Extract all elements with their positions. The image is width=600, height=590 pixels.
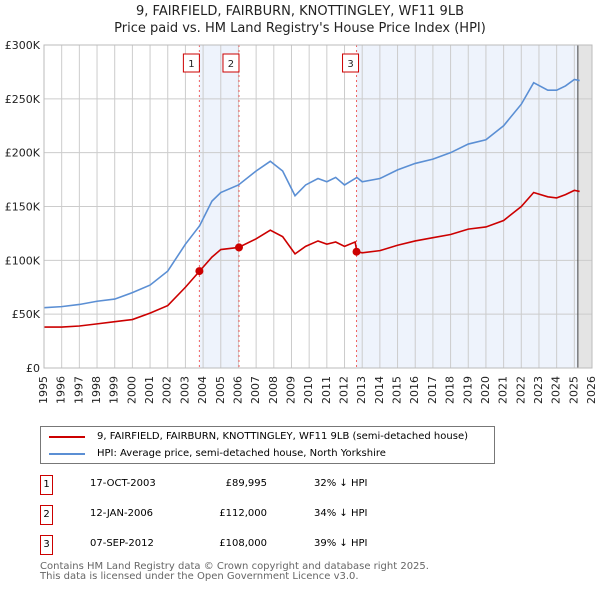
x-tick-label: 2000 [125, 376, 138, 404]
chart-title: 9, FAIRFIELD, FAIRBURN, KNOTTINGLEY, WF1… [0, 3, 600, 37]
x-tick-label: 2005 [214, 376, 227, 404]
sale-marker-box: 1 [40, 475, 53, 495]
x-tick-label: 2020 [479, 376, 492, 404]
footer-line: This data is licensed under the Open Gov… [40, 571, 359, 582]
x-tick-label: 2017 [426, 376, 439, 404]
x-tick-label: 2001 [143, 376, 156, 404]
legend-swatch [49, 452, 85, 455]
sale-date: 07-SEP-2012 [90, 538, 154, 549]
x-tick-label: 2004 [196, 376, 209, 404]
x-tick-label: 1999 [108, 376, 121, 404]
sale-price: £108,000 [219, 538, 267, 549]
x-tick-label: 1998 [90, 376, 103, 404]
sale-label: 1 [188, 59, 194, 70]
x-tick-label: 2015 [391, 376, 404, 404]
x-tick-label: 2007 [249, 376, 262, 404]
legend-swatch [49, 435, 85, 438]
x-tick-label: 1996 [55, 376, 68, 404]
x-tick-label: 1995 [37, 376, 50, 404]
legend-label: HPI: Average price, semi-detached house,… [97, 448, 386, 459]
legend-item-hpi: HPI: Average price, semi-detached house,… [49, 448, 386, 459]
series-line [43, 78, 580, 309]
sale-marker-box: 3 [40, 535, 53, 555]
x-tick-label: 2006 [231, 376, 244, 404]
x-tick-label: 2008 [267, 376, 280, 404]
y-tick-label: £200K [5, 147, 41, 160]
x-tick-label: 2011 [320, 376, 333, 404]
sale-row: 2 12-JAN-2006 £112,000 34% ↓ HPI [40, 505, 400, 525]
x-tick-label: 1997 [72, 376, 85, 404]
x-tick-label: 2012 [338, 376, 351, 404]
legend-label: 9, FAIRFIELD, FAIRBURN, KNOTTINGLEY, WF1… [97, 431, 468, 442]
y-tick-label: £100K [5, 254, 41, 267]
y-tick-label: £50K [12, 308, 41, 321]
x-tick-label: 2010 [302, 376, 315, 404]
y-tick-label: £300K [5, 39, 41, 52]
plot-frame [43, 44, 593, 369]
x-tick-label: 2025 [567, 376, 580, 404]
legend-item-property: 9, FAIRFIELD, FAIRBURN, KNOTTINGLEY, WF1… [49, 431, 468, 442]
x-tick-label: 2026 [585, 376, 598, 404]
sale-hpi-diff: 32% ↓ HPI [314, 478, 368, 489]
sale-hpi-diff: 34% ↓ HPI [314, 508, 368, 519]
title-line: 9, FAIRFIELD, FAIRBURN, KNOTTINGLEY, WF1… [136, 4, 464, 19]
x-tick-label: 2021 [497, 376, 510, 404]
sale-date: 12-JAN-2006 [90, 508, 154, 519]
sale-row: 1 17-OCT-2003 £89,995 32% ↓ HPI [40, 475, 400, 495]
x-tick-label: 2018 [444, 376, 457, 404]
y-tick-label: £250K [5, 93, 41, 106]
sale-label-box [182, 53, 200, 73]
sale-date: 17-OCT-2003 [90, 478, 156, 489]
x-tick-label: 2009 [284, 376, 297, 404]
sale-point [234, 243, 243, 252]
y-tick-label: £0 [26, 362, 40, 375]
x-tick-label: 2014 [373, 376, 386, 404]
sale-label: 3 [347, 59, 353, 70]
sale-row: 3 07-SEP-2012 £108,000 39% ↓ HPI [40, 535, 400, 555]
sale-label: 2 [228, 59, 234, 70]
x-tick-label: 2003 [178, 376, 191, 404]
subtitle-line: Price paid vs. HM Land Registry's House … [114, 21, 486, 36]
sale-price: £112,000 [219, 508, 267, 519]
x-tick-label: 2024 [550, 376, 563, 404]
legend: 9, FAIRFIELD, FAIRBURN, KNOTTINGLEY, WF1… [40, 426, 495, 464]
x-tick-label: 2019 [461, 376, 474, 404]
sale-marker-box: 2 [40, 505, 53, 525]
sale-point [352, 247, 361, 256]
sale-hpi-diff: 39% ↓ HPI [314, 538, 368, 549]
y-tick-label: £150K [5, 201, 41, 214]
price-chart: 1995 1996 1997 1998 1999 2000 2001 2002 2003 2004… [5, 39, 598, 404]
sale-label-box [342, 53, 360, 73]
footer-line: Contains HM Land Registry data © Crown c… [40, 561, 429, 572]
sale-point [195, 267, 204, 276]
sale-label-box [222, 53, 240, 73]
sale-price: £89,995 [225, 478, 267, 489]
x-tick-label: 2002 [161, 376, 174, 404]
x-tick-label: 2016 [408, 376, 421, 404]
x-tick-label: 2022 [514, 376, 527, 404]
series-line [44, 189, 580, 328]
x-tick-label: 2023 [532, 376, 545, 404]
footer: Contains HM Land Registry data © Crown c… [40, 562, 429, 582]
x-tick-label: 2013 [355, 376, 368, 404]
